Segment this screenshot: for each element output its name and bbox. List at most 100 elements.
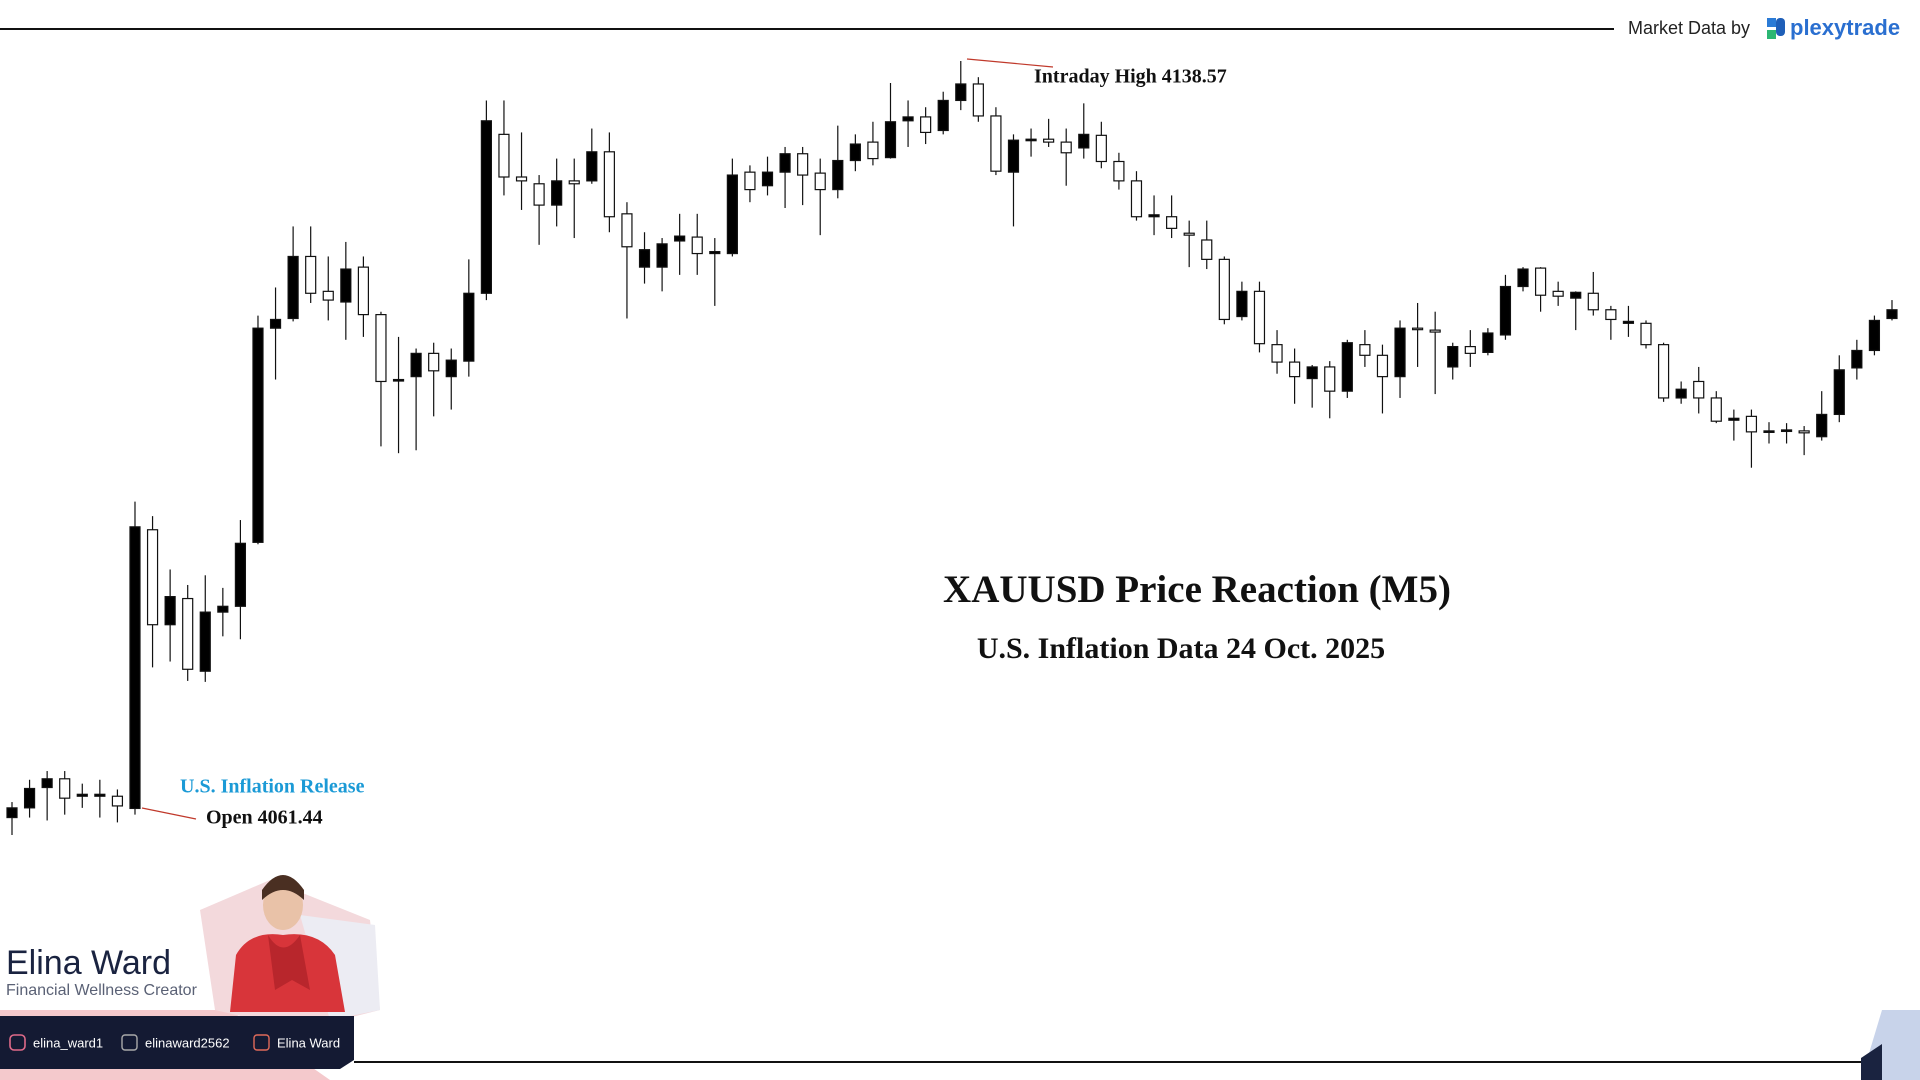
brand-name: plexytrade — [1790, 15, 1900, 40]
candle-body — [1534, 267, 1547, 296]
candle-body — [955, 83, 967, 102]
candle-body — [1587, 292, 1599, 311]
candle-body — [884, 121, 897, 159]
candle-body — [1324, 366, 1336, 392]
candle-body — [621, 213, 633, 248]
candle-body — [832, 159, 844, 191]
brand-logo — [1767, 18, 1785, 39]
candle-body — [1359, 344, 1371, 356]
candle-body — [1851, 349, 1863, 369]
candle-body — [234, 542, 247, 607]
candle-body — [1605, 309, 1617, 321]
candle-body — [1833, 369, 1845, 416]
candle-body — [498, 133, 510, 178]
candle-body — [990, 115, 1002, 172]
candle-body — [340, 268, 352, 303]
candle-body — [428, 352, 440, 372]
candle-body — [1218, 258, 1230, 321]
candle-body — [1816, 413, 1828, 438]
candle-body — [129, 526, 141, 810]
candle-body — [146, 529, 159, 626]
candle-body — [199, 611, 211, 672]
facebook-handle: Elina Ward — [277, 1035, 340, 1050]
creator-tagline: Financial Wellness Creator — [6, 982, 198, 999]
candle-body — [1710, 397, 1722, 422]
candle-body — [410, 352, 422, 378]
candle-body — [1341, 342, 1353, 392]
candle-body — [480, 120, 492, 294]
candle-body — [568, 180, 580, 185]
candle-body — [533, 183, 545, 206]
candle-body — [867, 141, 879, 160]
candle-body — [1728, 417, 1740, 421]
candle-body — [1007, 139, 1020, 173]
candle-body — [269, 318, 282, 329]
instagram-icon — [9, 1034, 26, 1051]
candle-body — [814, 172, 826, 191]
candle-body — [1411, 327, 1424, 331]
candle-body — [1622, 320, 1635, 324]
candle-body — [1113, 160, 1125, 182]
candle-body — [1570, 291, 1582, 299]
creator-name: Elina Ward — [6, 944, 171, 982]
candle-body — [182, 597, 194, 670]
candle-body — [586, 151, 598, 182]
candle-body — [638, 249, 651, 268]
candle-body — [252, 327, 264, 543]
candle-body — [1429, 329, 1441, 333]
candle-body — [1517, 268, 1529, 288]
candle-body — [375, 314, 387, 383]
high-pointer — [966, 58, 1054, 68]
facebook-icon — [253, 1034, 270, 1051]
open-pointer — [141, 807, 197, 820]
candle-body — [1798, 430, 1810, 434]
candle-body — [1201, 239, 1213, 260]
creator-card: Elina Ward Financial Wellness Creator el… — [0, 875, 380, 1080]
candle-body — [551, 180, 563, 206]
candle-body — [1499, 285, 1512, 336]
candle-body — [6, 807, 18, 819]
candle-body — [1780, 429, 1793, 433]
market-data-label: Market Data by — [1628, 18, 1750, 38]
candle-body — [726, 174, 738, 255]
candle-body — [1464, 345, 1476, 354]
candle-body — [515, 176, 528, 182]
candle-body — [1060, 141, 1072, 154]
candles — [6, 61, 1898, 835]
candle-body — [41, 778, 53, 789]
candle-body — [603, 151, 615, 218]
candle-body — [164, 596, 176, 626]
candle-body — [1095, 134, 1107, 163]
candle-body — [1078, 133, 1090, 149]
candle-body — [1253, 290, 1266, 345]
candle-body — [761, 171, 774, 187]
candle-body — [1763, 430, 1775, 433]
candle-body — [1025, 138, 1037, 142]
candle-body — [94, 793, 106, 797]
candle-body — [797, 153, 809, 176]
candle-body — [463, 292, 475, 362]
open-annotation: Open 4061.44 — [206, 807, 323, 829]
chart-subtitle: U.S. Inflation Data 24 Oct. 2025 — [977, 632, 1385, 665]
candle-body — [217, 605, 229, 613]
candle-body — [972, 83, 984, 117]
candle-body — [849, 143, 861, 162]
candle-body — [1166, 216, 1178, 229]
candle-body — [357, 266, 369, 316]
candle-body — [1693, 380, 1705, 399]
candle-body — [1868, 319, 1881, 352]
candle-body — [287, 255, 299, 320]
candle-body — [1675, 388, 1687, 399]
candle-body — [392, 378, 405, 382]
candle-body — [445, 359, 457, 378]
x-handle: elinaward2562 — [145, 1035, 230, 1050]
release-annotation: U.S. Inflation Release — [180, 776, 365, 798]
instagram-handle: elina_ward1 — [33, 1035, 103, 1050]
x-icon — [121, 1034, 138, 1051]
candle-body — [1306, 366, 1318, 380]
candle-body — [937, 99, 949, 132]
candle-body — [23, 787, 36, 809]
candle-body — [744, 171, 756, 191]
high-annotation: Intraday High 4138.57 — [1034, 66, 1227, 88]
